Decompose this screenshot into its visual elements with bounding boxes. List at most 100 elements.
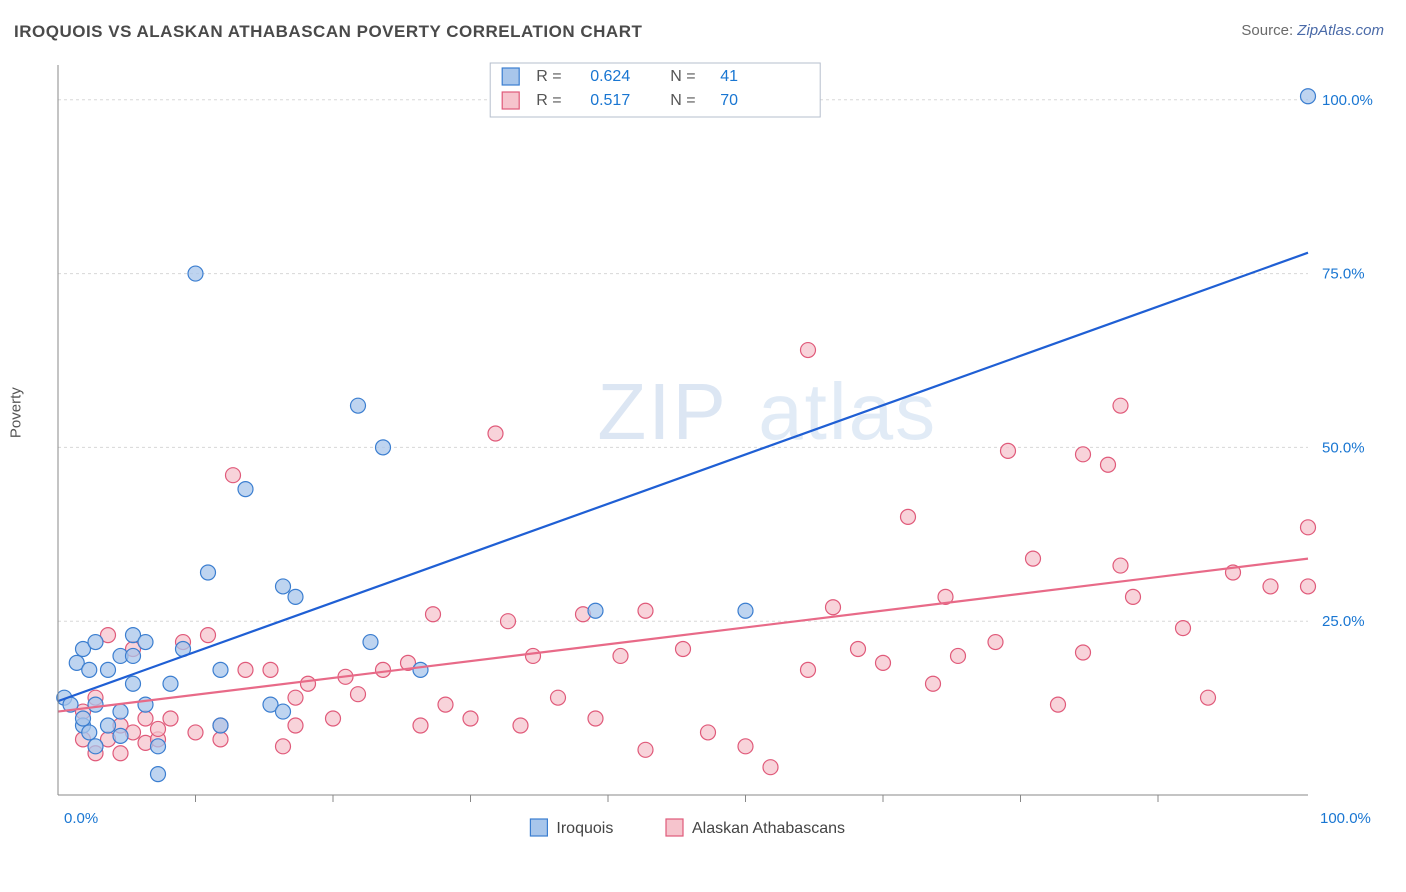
data-point xyxy=(526,648,541,663)
stats-r-label: R = xyxy=(536,92,561,109)
data-point xyxy=(801,343,816,358)
legend-label: Alaskan Athabascans xyxy=(692,820,845,837)
data-point xyxy=(1113,558,1128,573)
chart-container: Poverty 25.0%50.0%75.0%100.0%ZIPatlas0.0… xyxy=(48,55,1388,855)
data-point xyxy=(1201,690,1216,705)
data-point xyxy=(551,690,566,705)
data-point xyxy=(138,711,153,726)
data-point xyxy=(463,711,478,726)
data-point xyxy=(738,739,753,754)
data-point xyxy=(288,589,303,604)
data-point xyxy=(513,718,528,733)
legend-swatch xyxy=(502,68,519,85)
chart-title: IROQUOIS VS ALASKAN ATHABASCAN POVERTY C… xyxy=(14,22,642,42)
data-point xyxy=(676,642,691,657)
stats-n-label: N = xyxy=(670,92,695,109)
data-point xyxy=(1001,443,1016,458)
data-point xyxy=(1301,579,1316,594)
source-link[interactable]: ZipAtlas.com xyxy=(1297,22,1384,39)
stats-n-value: 41 xyxy=(720,68,738,85)
data-point xyxy=(876,655,891,670)
data-point xyxy=(1026,551,1041,566)
data-point xyxy=(288,718,303,733)
data-point xyxy=(638,603,653,618)
data-point xyxy=(738,603,753,618)
data-point xyxy=(188,725,203,740)
data-point xyxy=(501,614,516,629)
data-point xyxy=(363,635,378,650)
data-point xyxy=(1051,697,1066,712)
data-point xyxy=(276,579,291,594)
watermark: atlas xyxy=(758,367,937,456)
data-point xyxy=(113,728,128,743)
scatter-chart: 25.0%50.0%75.0%100.0%ZIPatlas0.0% 100.0%… xyxy=(48,55,1388,855)
data-point xyxy=(101,662,116,677)
data-point xyxy=(82,662,97,677)
data-point xyxy=(151,739,166,754)
data-point xyxy=(613,648,628,663)
data-point xyxy=(901,509,916,524)
data-point xyxy=(588,603,603,618)
data-point xyxy=(138,635,153,650)
legend-swatch xyxy=(502,92,519,109)
data-point xyxy=(351,687,366,702)
x-tick-label: 100.0% xyxy=(1320,810,1371,827)
data-point xyxy=(126,648,141,663)
data-point xyxy=(126,676,141,691)
legend-label: Iroquois xyxy=(556,820,613,837)
data-point xyxy=(413,662,428,677)
trend-line xyxy=(58,559,1308,712)
data-point xyxy=(638,742,653,757)
data-point xyxy=(1076,645,1091,660)
trend-line xyxy=(58,253,1308,701)
stats-r-value: 0.624 xyxy=(590,68,630,85)
data-point xyxy=(1113,398,1128,413)
source-credit: Source: ZipAtlas.com xyxy=(1241,22,1384,39)
data-point xyxy=(276,704,291,719)
data-point xyxy=(1263,579,1278,594)
data-point xyxy=(413,718,428,733)
data-point xyxy=(926,676,941,691)
data-point xyxy=(301,676,316,691)
data-point xyxy=(426,607,441,622)
data-point xyxy=(1301,89,1316,104)
stats-n-label: N = xyxy=(670,68,695,85)
data-point xyxy=(376,662,391,677)
y-tick-label: 75.0% xyxy=(1322,266,1365,283)
legend-swatch xyxy=(666,819,683,836)
data-point xyxy=(113,704,128,719)
data-point xyxy=(988,635,1003,650)
data-point xyxy=(1301,520,1316,535)
data-point xyxy=(1076,447,1091,462)
data-point xyxy=(213,662,228,677)
data-point xyxy=(588,711,603,726)
data-point xyxy=(438,697,453,712)
stats-r-label: R = xyxy=(536,68,561,85)
y-tick-label: 100.0% xyxy=(1322,92,1373,109)
data-point xyxy=(1176,621,1191,636)
x-tick-label: 0.0% xyxy=(64,810,98,827)
data-point xyxy=(801,662,816,677)
data-point xyxy=(1126,589,1141,604)
legend-swatch xyxy=(530,819,547,836)
data-point xyxy=(151,721,166,736)
data-point xyxy=(1101,457,1116,472)
data-point xyxy=(288,690,303,705)
data-point xyxy=(351,398,366,413)
data-point xyxy=(76,711,91,726)
data-point xyxy=(238,482,253,497)
data-point xyxy=(88,739,103,754)
data-point xyxy=(851,642,866,657)
data-point xyxy=(88,635,103,650)
data-point xyxy=(226,468,241,483)
data-point xyxy=(701,725,716,740)
y-tick-label: 25.0% xyxy=(1322,613,1365,630)
data-point xyxy=(213,718,228,733)
data-point xyxy=(188,266,203,281)
stats-r-value: 0.517 xyxy=(590,92,630,109)
data-point xyxy=(201,565,216,580)
data-point xyxy=(213,732,228,747)
data-point xyxy=(376,440,391,455)
data-point xyxy=(201,628,216,643)
data-point xyxy=(263,662,278,677)
